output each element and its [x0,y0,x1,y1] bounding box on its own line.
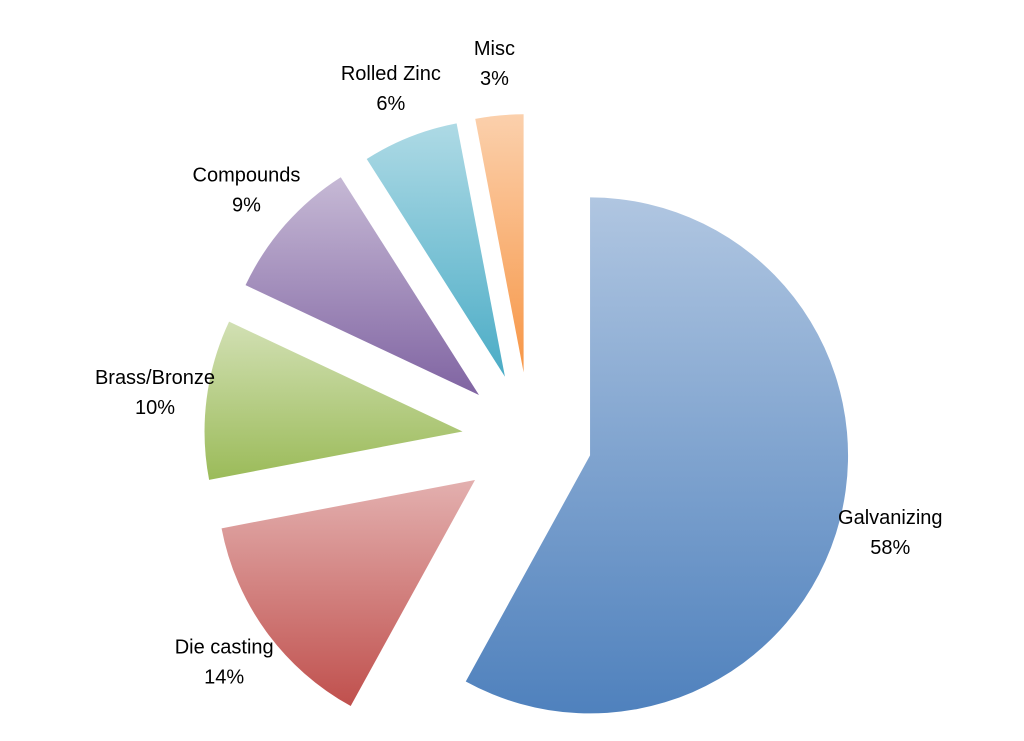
slice-label: Compounds [193,164,301,186]
pie-slice [465,197,849,714]
slice-value-label: 9% [232,194,261,216]
pie-slice [245,177,479,396]
slice-label: Rolled Zinc [341,63,441,85]
slice-value-label: 14% [204,666,244,688]
slice-value-label: 3% [480,68,509,90]
pie-slice [204,321,463,480]
slice-value-label: 58% [870,537,910,559]
pie-slice [475,114,524,373]
pie-slice [366,123,505,377]
slice-label: Misc [474,38,515,60]
slice-label: Galvanizing [838,507,943,529]
slice-label: Die casting [175,636,274,658]
pie-slice [221,479,475,707]
slice-label: Brass/Bronze [95,367,215,389]
slice-value-label: 6% [376,93,405,115]
slice-value-label: 10% [135,397,175,419]
